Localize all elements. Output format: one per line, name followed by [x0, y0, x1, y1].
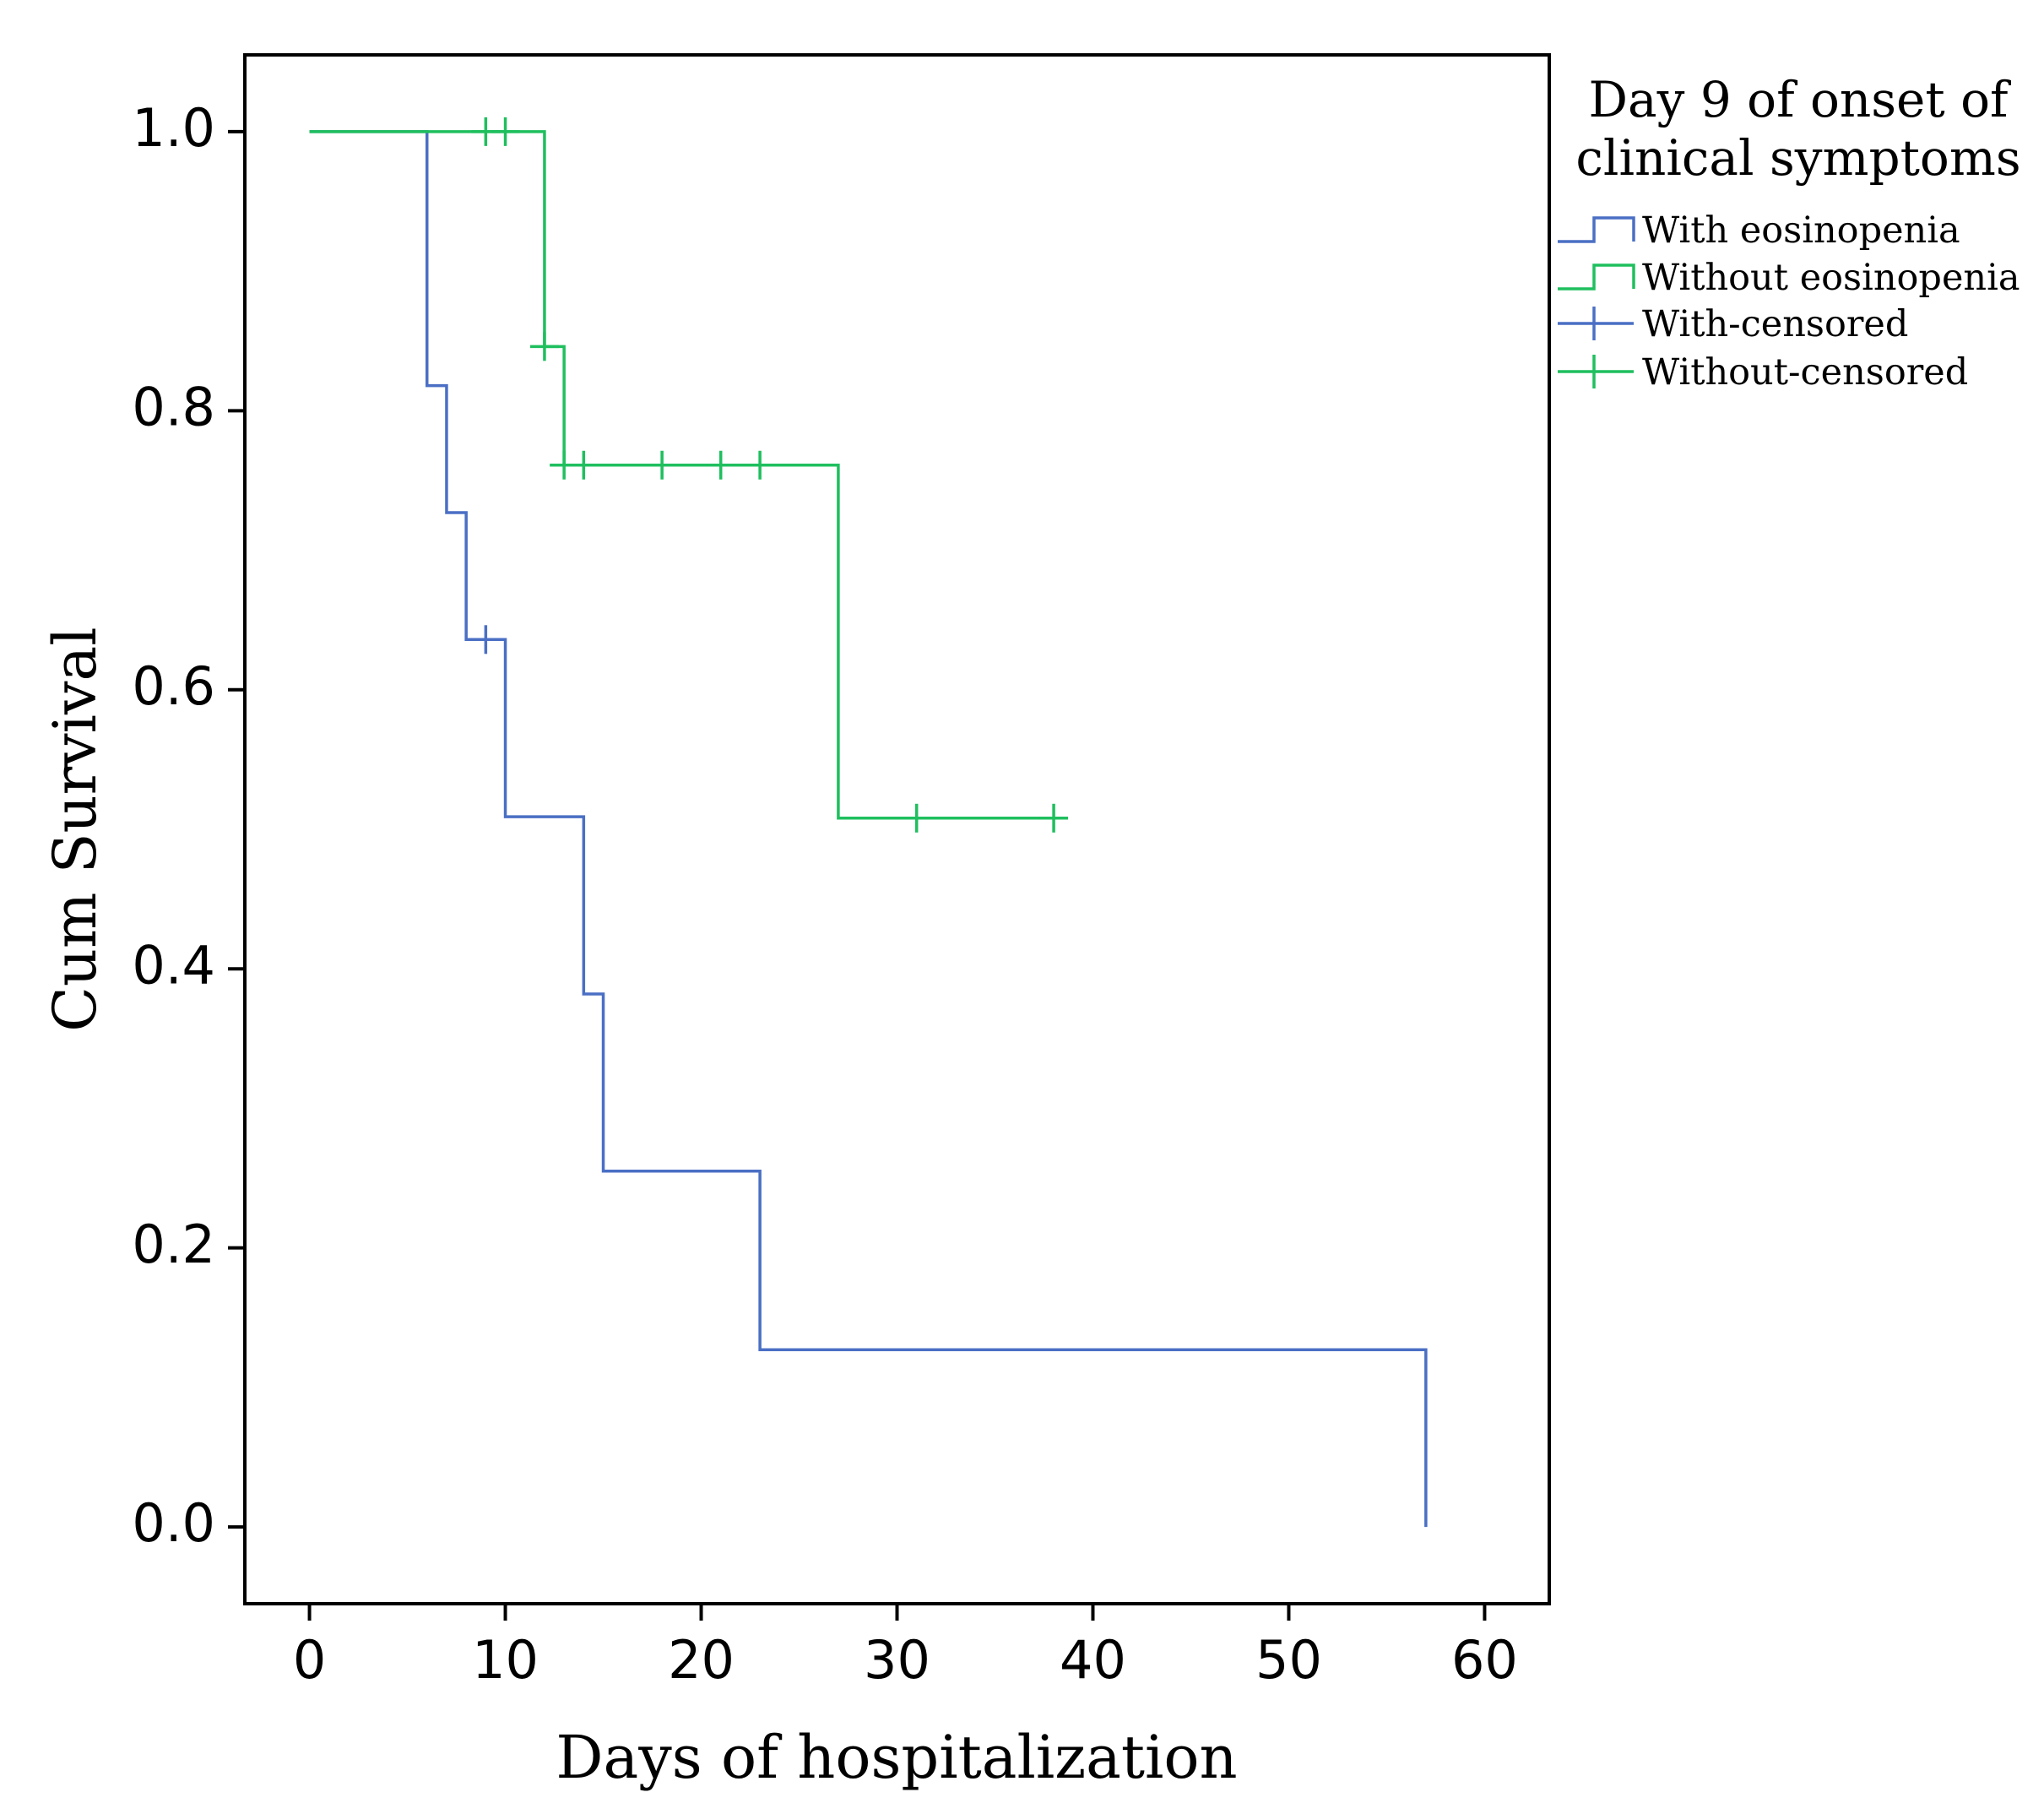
x-axis-title: Days of hospitalization [556, 1723, 1237, 1792]
x-tick-label: 40 [1060, 1629, 1126, 1691]
legend-entries: With eosinopenia Without eosinopeniaWith-… [1558, 209, 2020, 394]
x-tick-label: 30 [864, 1629, 930, 1691]
x-tick-label: 0 [293, 1629, 326, 1691]
series-layer [309, 117, 1428, 1528]
legend-label: Without eosinopenia [1642, 257, 2020, 299]
y-tick-label: 0.4 [132, 934, 215, 996]
legend-swatch-step [1558, 263, 1635, 291]
x-tick-label: 50 [1255, 1629, 1322, 1691]
legend: Day 9 of onset of clinical symptoms With… [1558, 71, 2021, 394]
legend-label: With-censored [1642, 303, 1908, 345]
legend-swatch-step [1558, 216, 1635, 243]
y-axis: 0.0 0.2 0.4 0.6 0.8 1.0 [132, 97, 245, 1554]
y-tick-label: 1.0 [132, 97, 215, 159]
y-tick-label: 0.2 [132, 1214, 215, 1275]
y-axis-title: Cum Survival [41, 627, 110, 1031]
legend-title-line-1: Day 9 of onset of [1589, 71, 2011, 128]
survival-line-with [309, 130, 1428, 1528]
y-tick-label: 0.0 [132, 1492, 215, 1554]
legend-label: With eosinopenia [1642, 209, 1960, 252]
x-tick-label: 20 [668, 1629, 735, 1691]
y-tick-label: 0.6 [132, 655, 215, 717]
legend-title-line-2: clinical symptoms [1575, 129, 2020, 187]
survival-line-without [309, 130, 1060, 820]
legend-label: Without-censored [1642, 351, 1968, 394]
x-tick-label: 10 [472, 1629, 539, 1691]
x-tick-label: 60 [1451, 1629, 1518, 1691]
x-axis: 0 10 20 30 40 50 60 [293, 1604, 1518, 1691]
plot-frame [243, 53, 1551, 1605]
y-tick-label: 0.8 [132, 376, 215, 437]
